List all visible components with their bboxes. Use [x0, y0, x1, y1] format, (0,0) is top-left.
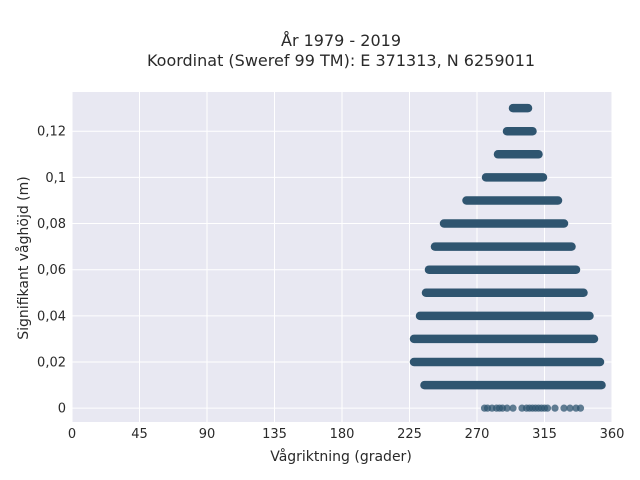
x-tick-label: 0: [68, 427, 76, 442]
y-tick-label: 0,1: [45, 171, 66, 186]
y-tick-label: 0,06: [37, 263, 66, 278]
x-gridlines: [71, 92, 613, 422]
y-axis-label: Signifikant våghöjd (m): [15, 176, 32, 339]
x-tick-label: 315: [532, 427, 557, 442]
scatter-point: [566, 404, 574, 412]
scatter-point: [509, 404, 517, 412]
x-tick-label: 180: [330, 427, 355, 442]
chart-title-line2: Koordinat (Sweref 99 TM): E 371313, N 62…: [147, 51, 535, 70]
x-tick-label: 135: [262, 427, 287, 442]
y-tick-label: 0,08: [37, 217, 66, 232]
scatter-point: [543, 404, 552, 412]
scatter-point: [560, 404, 568, 412]
chart-title-line1: År 1979 - 2019: [281, 31, 401, 50]
x-tick-label: 90: [199, 427, 216, 442]
scatter-bands: [409, 103, 606, 390]
scatter-point: [576, 404, 585, 412]
y-tick-label: 0: [58, 402, 66, 417]
y-tick-labels: 0 0,02 0,04 0,06 0,08 0,1 0,12: [37, 125, 66, 417]
y-tick-label: 0,02: [37, 356, 66, 371]
scatter-points: [480, 404, 585, 412]
x-tick-label: 360: [600, 427, 625, 442]
y-tick-label: 0,04: [37, 309, 66, 324]
y-tick-label: 0,12: [37, 125, 66, 140]
scatter-point: [551, 404, 559, 412]
x-tick-label: 270: [465, 427, 490, 442]
x-tick-label: 225: [397, 427, 422, 442]
x-tick-label: 45: [131, 427, 148, 442]
x-axis-label: Vågriktning (grader): [270, 448, 412, 465]
x-tick-labels: 0 45 90 135 180 225 270 315 360: [68, 427, 625, 442]
scatter-point: [503, 404, 511, 412]
